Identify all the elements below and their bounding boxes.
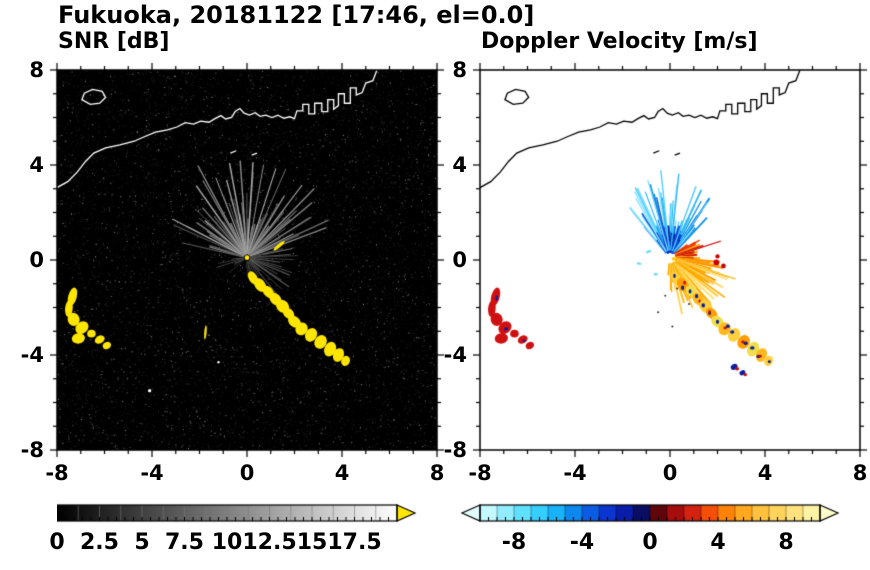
snr-plot <box>45 58 449 462</box>
y-tick-label: -8 <box>443 438 467 462</box>
doppler-colorbar-tick-label: -4 <box>569 530 595 555</box>
doppler-colorbar-tick-label: 4 <box>710 530 726 555</box>
x-tick-label: 0 <box>662 461 678 485</box>
snr-colorbar-tick-label: 2.5 <box>80 530 119 555</box>
doppler-plot <box>468 58 870 462</box>
snr-colorbar-tick-label: 12.5 <box>242 530 297 555</box>
x-tick-label: -4 <box>563 461 587 485</box>
y-tick-label: -4 <box>443 343 467 367</box>
doppler-colorbar-tick-label: 8 <box>778 530 794 555</box>
doppler-panel-title: Doppler Velocity [m/s] <box>481 29 758 54</box>
doppler-colorbar <box>458 503 842 525</box>
figure-title: Fukuoka, 20181122 [17:46, el=0.0] <box>58 1 535 29</box>
x-tick-label: -4 <box>140 461 164 485</box>
x-tick-label: -8 <box>45 461 69 485</box>
y-tick-label: 8 <box>452 58 467 82</box>
y-tick-label: 0 <box>452 248 467 272</box>
x-tick-label: 4 <box>334 461 350 485</box>
y-tick-label: 4 <box>452 153 467 177</box>
x-tick-label: 8 <box>429 461 445 485</box>
y-tick-label: 8 <box>29 58 44 82</box>
y-tick-label: -4 <box>20 343 44 367</box>
y-tick-label: -8 <box>20 438 44 462</box>
snr-colorbar-tick-label: 7.5 <box>165 530 204 555</box>
x-tick-label: 4 <box>757 461 773 485</box>
snr-panel-title: SNR [dB] <box>58 29 170 54</box>
snr-colorbar-tick-label: 10 <box>211 530 243 555</box>
x-tick-label: -8 <box>468 461 492 485</box>
snr-colorbar-tick-label: 0 <box>49 530 65 555</box>
x-tick-label: 8 <box>852 461 868 485</box>
snr-colorbar-tick-label: 5 <box>134 530 150 555</box>
snr-colorbar <box>57 503 419 525</box>
snr-colorbar-tick-label: 17.5 <box>327 530 382 555</box>
snr-colorbar-tick-label: 15 <box>296 530 328 555</box>
x-tick-label: 0 <box>239 461 255 485</box>
doppler-colorbar-tick-label: 0 <box>642 530 658 555</box>
y-tick-label: 0 <box>29 248 44 272</box>
y-tick-label: 4 <box>29 153 44 177</box>
doppler-colorbar-tick-label: -8 <box>501 530 527 555</box>
